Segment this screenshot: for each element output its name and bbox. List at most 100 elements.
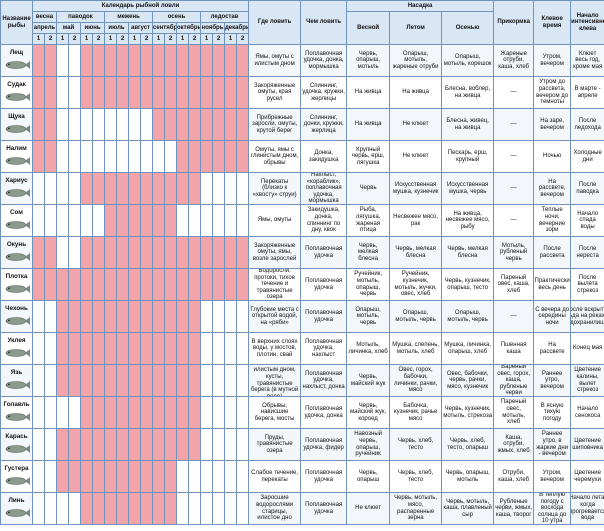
bite-time-cell: После рассвета (533, 236, 572, 269)
calendar-cell (32, 396, 45, 429)
gear-cell: Поплавочная удочка (300, 268, 348, 301)
bait-cell: На живца (346, 76, 391, 109)
calendar-cell (56, 76, 69, 109)
calendar-cell (92, 460, 105, 493)
calendar-cell (235, 460, 250, 493)
calendar-cell (164, 236, 177, 269)
calendar-cell (56, 332, 69, 365)
half-header: 2 (68, 33, 81, 45)
month-header: июнь (80, 22, 105, 34)
where: Водоросли, протоки, тихое течение и трав… (254, 269, 296, 300)
bait-cell: Червь, мелкая блесна (346, 236, 391, 269)
calendar-cell (188, 140, 201, 173)
start: Начало спада воды (577, 210, 599, 230)
fish-name-cell: Плотка (0, 268, 33, 301)
calendar-cell (188, 204, 201, 237)
fish-name: Окунь (6, 241, 27, 249)
bite-time-cell: Ночью (533, 140, 572, 173)
calendar-cell (80, 236, 93, 269)
calendar-cell (80, 204, 93, 237)
fish-icon (5, 188, 30, 197)
gear: Поплавочная удочка (305, 469, 343, 483)
calendar-cell (68, 268, 81, 301)
groundbait-cell: Пареный овес, каша, хлеб (493, 268, 535, 301)
calendar-cell (200, 76, 213, 109)
start: После вылета стрекоз (577, 274, 599, 294)
bait: Блесна, воблер, на живца (445, 85, 491, 99)
calendar-cell (32, 492, 45, 525)
month-header: ноябрь (200, 22, 225, 34)
start: Холодные дни (573, 149, 602, 163)
gear-cell: Донка, закидушка (300, 140, 348, 173)
bait: Не клюет (402, 121, 429, 128)
calendar-cell (235, 44, 250, 77)
start-cell: Начало лета, когда прогревается вода (570, 492, 604, 525)
calendar-cell (212, 140, 225, 173)
calendar-cell (92, 332, 105, 365)
calendar-cell (104, 300, 117, 333)
bite-time-cell: На рассвете (533, 332, 572, 365)
half-header: 2 (188, 33, 201, 45)
bait-cell: Ручейник, мотыль, опарыш, червь (346, 268, 391, 301)
calendar-cell (164, 76, 177, 109)
season-header: ледостав (199, 11, 250, 23)
month-header: сентябрь (152, 22, 177, 34)
fish-name-box: Щука (2, 110, 32, 140)
bait: Не клюет (355, 505, 382, 512)
gear: Поплавочная удочка (305, 277, 343, 291)
calendar-cell (164, 140, 177, 173)
calendar-cell (224, 332, 237, 365)
where: Слабое течение, перекаты (251, 469, 299, 483)
start: Цветение черемухи (574, 469, 601, 483)
bait: Червь, опарыш, мотыль (356, 50, 381, 70)
calendar-cell (116, 460, 129, 493)
start-cell: Цветение калины, вылет стрекоз (570, 364, 604, 397)
fish-row: Судак Закоряженные омуты, края русел Спинн… (0, 76, 604, 109)
bait-cell: Рыба, лягушка, жареная птица (346, 204, 391, 237)
calendar-cell (44, 172, 57, 205)
calendar-cell (104, 204, 117, 237)
where: Закоряженные омуты, края русел (254, 82, 296, 102)
groundbait-cell: Вареный овес, горох, каша, рубленые черв… (493, 364, 535, 397)
calendar-cell (224, 204, 237, 237)
bait-season-header: Весной (346, 11, 391, 45)
calendar-cell (116, 204, 129, 237)
calendar-cell (68, 300, 81, 333)
calendar-cell (140, 140, 153, 173)
calendar-cell (140, 268, 153, 301)
calendar-cell (128, 172, 141, 205)
calendar-cell (80, 428, 93, 461)
calendar-cell (44, 44, 57, 77)
fish-icon (5, 476, 30, 485)
header-cell: Прикормка (493, 0, 535, 45)
calendar-cell (104, 236, 117, 269)
calendar-cell (128, 140, 141, 173)
bite-time: Утром, вечером (540, 53, 564, 67)
calendar-cell (116, 492, 129, 525)
groundbait: Пареный овес, мотыль, хлеб (500, 399, 527, 426)
calendar-cell (104, 268, 117, 301)
start: После нереста (576, 245, 599, 259)
calendar-cell (80, 76, 93, 109)
bait: Несвежее мясо, рак (393, 213, 439, 227)
bite-time-cell: Теплые ночи, вечерние зори (533, 204, 572, 237)
bite-time: Практически весь день (534, 277, 570, 291)
calendar-cell (32, 108, 45, 141)
fish-name-cell: Голавль (0, 396, 33, 429)
calendar-cell (44, 428, 57, 461)
gear: Поплавочная удочка, нахлыст (305, 338, 343, 358)
calendar-cell (188, 76, 201, 109)
bait: Крупный червь, ерш, лягушка (351, 146, 385, 166)
groundbait: Рубленые черви, жмых, каша, творог (495, 498, 533, 518)
fish-name: Лещ (9, 49, 24, 57)
bite-time: В теплую погоду с восхода солнца до 10 у… (537, 493, 567, 524)
calendar-cell (235, 268, 250, 301)
calendar-cell (140, 76, 153, 109)
calendar-cell (212, 364, 225, 397)
fish-name-cell: Чехонь (0, 300, 33, 333)
calendar-cell (224, 268, 237, 301)
calendar-cell (188, 396, 201, 429)
season-header: межень (104, 11, 153, 23)
calendar-cell (56, 236, 69, 269)
bait-cell: Червь, мотыль, мясо, распаренные зерна (389, 492, 443, 525)
